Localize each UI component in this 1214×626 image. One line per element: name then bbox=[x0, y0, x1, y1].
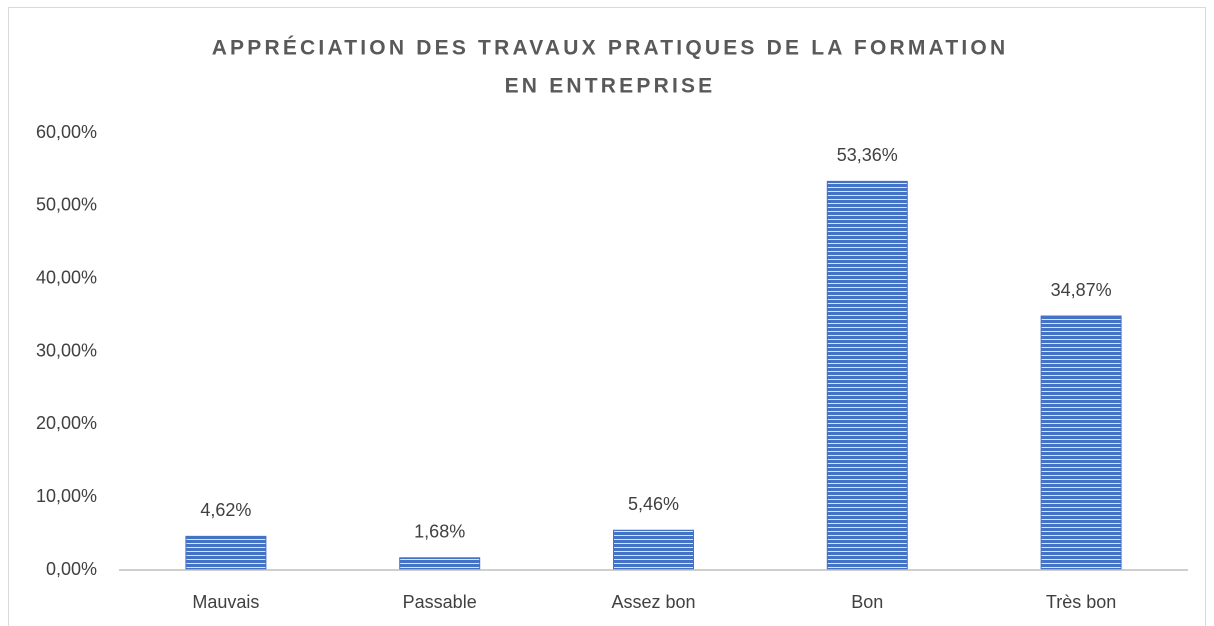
data-label: 53,36% bbox=[837, 145, 898, 165]
x-tick-label: Passable bbox=[403, 592, 477, 612]
y-tick-label: 40,00% bbox=[36, 267, 97, 287]
y-tick-label: 20,00% bbox=[36, 413, 97, 433]
y-tick-label: 50,00% bbox=[36, 195, 97, 215]
chart-title: EN ENTREPRISE bbox=[505, 75, 716, 98]
y-tick-label: 0,00% bbox=[46, 559, 97, 579]
x-tick-label: Très bon bbox=[1046, 592, 1116, 612]
x-tick-label: Assez bon bbox=[611, 592, 695, 612]
bar bbox=[185, 535, 267, 571]
chart-title: APPRÉCIATION DES TRAVAUX PRATIQUES DE LA… bbox=[212, 37, 1009, 60]
data-label: 34,87% bbox=[1051, 280, 1112, 300]
data-label: 5,46% bbox=[628, 494, 679, 514]
x-tick-label: Bon bbox=[851, 592, 883, 612]
data-label: 1,68% bbox=[414, 522, 465, 542]
bar bbox=[1040, 315, 1122, 571]
bar bbox=[613, 529, 694, 571]
data-label: 4,62% bbox=[200, 500, 251, 520]
chart-border bbox=[8, 7, 1206, 626]
y-tick-label: 10,00% bbox=[36, 486, 97, 506]
y-tick-label: 30,00% bbox=[36, 340, 97, 360]
bar bbox=[826, 180, 908, 571]
x-tick-label: Mauvais bbox=[192, 592, 259, 612]
y-tick-label: 60,00% bbox=[36, 122, 97, 142]
bar bbox=[399, 557, 481, 571]
